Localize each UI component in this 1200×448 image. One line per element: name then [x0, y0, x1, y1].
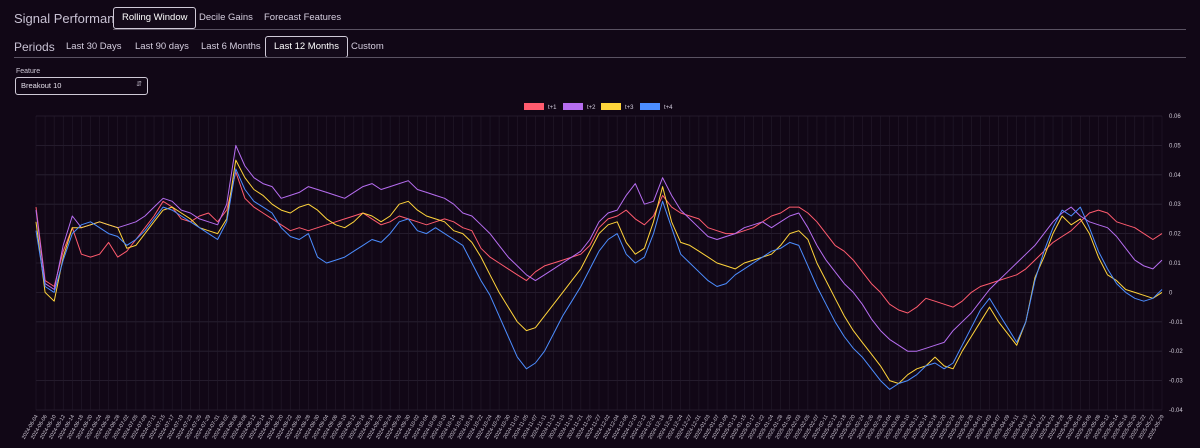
y-tick-label: 0.05 — [1169, 143, 1181, 149]
period-last-12-months[interactable]: Last 12 Months — [265, 36, 348, 58]
y-tick-label: 0.01 — [1169, 261, 1181, 267]
tab-decile-gains[interactable]: Decile Gains — [199, 12, 253, 23]
y-tick-label: -0.01 — [1169, 320, 1183, 326]
periods-divider — [14, 57, 1186, 58]
y-tick-label: 0 — [1169, 290, 1173, 296]
y-tick-label: 0.02 — [1169, 232, 1181, 238]
tabs-divider — [113, 29, 1186, 30]
period-custom[interactable]: Custom — [351, 41, 384, 52]
chevron-updown-icon: ⇵ — [136, 81, 142, 88]
period-last-30-days[interactable]: Last 30 Days — [66, 41, 122, 52]
period-last-6-months[interactable]: Last 6 Months — [201, 41, 261, 52]
legend-swatch — [563, 103, 583, 110]
y-axis-ticks: 0.06 0.05 0.04 0.03 0.02 0.01 0 -0.01 -0.02 -0.03… — [1169, 114, 1183, 414]
tab-forecast-features[interactable]: Forecast Features — [264, 12, 342, 23]
y-tick-label: 0.04 — [1169, 173, 1181, 179]
series-line-t+2 — [35, 144, 1163, 352]
legend-swatch — [640, 103, 660, 110]
legend-label: t+1 — [548, 105, 557, 111]
y-tick-label: -0.03 — [1169, 379, 1183, 385]
legend-label: t+4 — [664, 105, 673, 111]
y-tick-label: 0.06 — [1169, 114, 1181, 120]
y-tick-label: -0.02 — [1169, 349, 1183, 355]
y-tick-label: -0.04 — [1169, 408, 1183, 414]
chart-grid — [35, 115, 1163, 411]
feature-label: Feature — [16, 68, 41, 75]
legend-swatch — [524, 103, 544, 110]
periods-label: Periods — [14, 40, 55, 54]
rolling-window-chart: t+1 t+2 t+3 t+4 0.06 0.05 0.04 0.03 0.02 0.01 0 -0… — [21, 103, 1183, 441]
series-line-t+4 — [35, 168, 1163, 390]
top-nav: Signal Performance Rolling Window Decile… — [0, 0, 1200, 30]
legend-swatch — [601, 103, 621, 110]
series-line-t+3 — [35, 159, 1163, 384]
y-tick-label: 0.03 — [1169, 202, 1181, 208]
feature-select-value: Breakout 10 — [21, 81, 62, 90]
series-line-t+1 — [35, 171, 1163, 314]
legend-label: t+3 — [625, 105, 634, 111]
chart-series-lines — [35, 144, 1163, 390]
feature-select[interactable]: Breakout 10 ⇵ — [15, 77, 148, 95]
legend-label: t+2 — [587, 105, 596, 111]
chart-legend: t+1 t+2 t+3 t+4 — [524, 103, 673, 111]
tab-rolling-window[interactable]: Rolling Window — [113, 7, 197, 29]
app-title: Signal Performance — [14, 11, 129, 26]
x-axis-ticks: 2024-06-042024-06-062024-06-102024-06-12… — [21, 414, 1166, 441]
period-last-90-days[interactable]: Last 90 days — [135, 41, 189, 52]
